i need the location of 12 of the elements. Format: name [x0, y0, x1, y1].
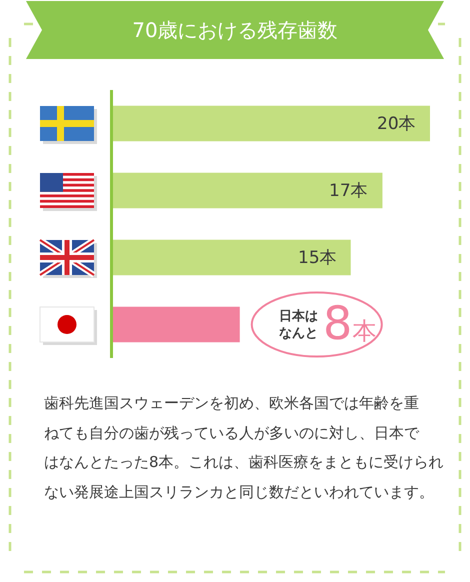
text: 歯科先進国スウェーデンを初め、欧米各国では年齢を重: [44, 394, 419, 412]
bar: [113, 106, 430, 142]
data-label: 15本: [298, 248, 337, 268]
data-label: 17本: [329, 181, 368, 201]
bar: [113, 172, 382, 208]
bar: [113, 306, 240, 342]
data-label: 20本: [377, 114, 416, 134]
text: はなんとたった8本。これは、歯科医療をまともに受けられ: [44, 453, 444, 471]
text: ねても自分の歯が残っている人が多いのに対し、日本で: [44, 424, 420, 442]
chart-title: 70歳における残存歯数: [132, 18, 338, 42]
bar: [113, 240, 351, 276]
text: ない発展途上国スリランカと同じ数だといわれています。: [44, 483, 434, 501]
